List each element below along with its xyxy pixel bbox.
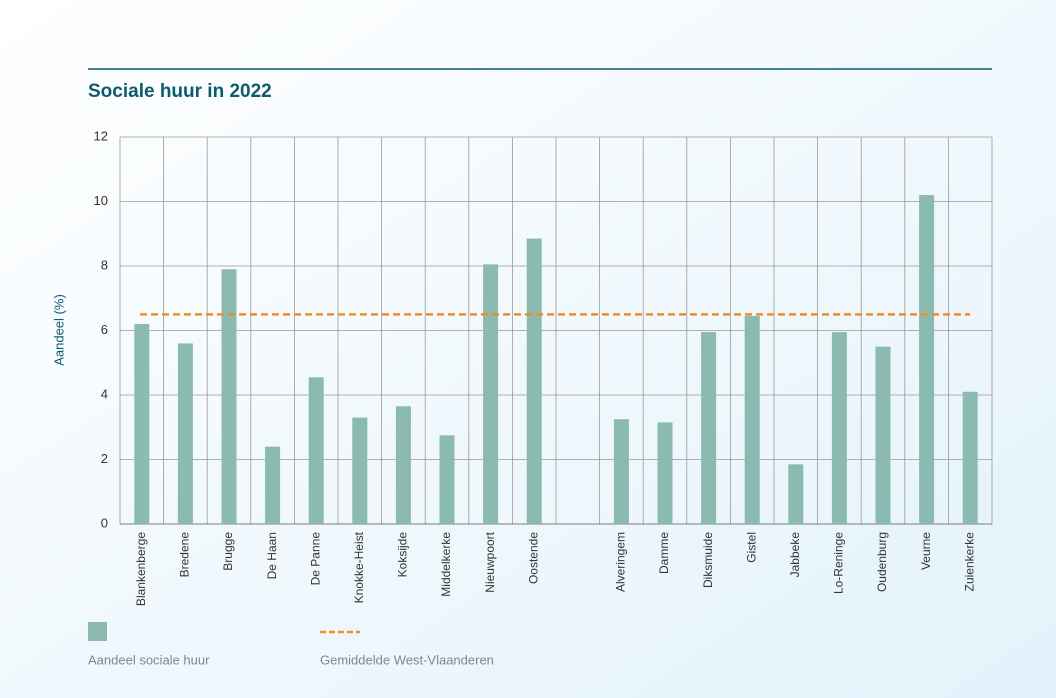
bar: [788, 464, 804, 524]
x-tick-label: Knokke-Heist: [352, 531, 366, 603]
x-tick-label: Gistel: [744, 532, 758, 563]
bar: [613, 419, 629, 524]
bar: [439, 435, 455, 524]
x-tick-label: Koksijde: [396, 532, 410, 578]
y-tick-label: 8: [101, 257, 108, 272]
bar: [221, 269, 237, 524]
x-tick-label: Brugge: [221, 532, 235, 571]
y-tick-label: 12: [94, 128, 108, 143]
x-tick-label: Lo-Reninge: [832, 532, 846, 594]
x-tick-label: Blankenberge: [134, 532, 148, 606]
x-tick-label: Oostende: [526, 532, 540, 584]
x-tick-label: Veurne: [919, 532, 933, 570]
bar: [919, 195, 935, 525]
legend-label: Aandeel sociale huur: [88, 652, 210, 667]
bar: [177, 343, 193, 524]
x-tick-label: Middelkerke: [439, 532, 453, 597]
y-tick-label: 2: [101, 451, 108, 466]
bar: [134, 324, 150, 524]
x-tick-label: Bredene: [178, 532, 192, 578]
bar: [657, 422, 673, 524]
chart-title: Sociale huur in 2022: [88, 81, 272, 102]
x-tick-label: Diksmuide: [701, 532, 715, 588]
x-tick-label: Alveringem: [614, 532, 628, 592]
x-tick-label: Zuienkerke: [962, 532, 976, 592]
bar: [308, 377, 324, 524]
x-tick-label: Jabbeke: [788, 532, 802, 578]
y-tick-label: 4: [101, 386, 108, 401]
y-tick-label: 6: [101, 322, 108, 337]
bar: [526, 238, 542, 524]
legend-label: Gemiddelde West-Vlaanderen: [320, 652, 494, 667]
bar: [483, 264, 499, 524]
bar: [265, 446, 281, 524]
x-tick-label: Nieuwpoort: [483, 531, 497, 592]
y-tick-label: 0: [101, 515, 108, 530]
y-tick-label: 10: [94, 193, 108, 208]
y-axis-label: Aandeel (%): [51, 294, 66, 366]
x-tick-label: Oudenburg: [875, 532, 889, 592]
bar: [352, 417, 368, 524]
x-tick-label: Damme: [657, 532, 671, 574]
bar: [831, 332, 847, 524]
bar: [744, 315, 760, 524]
x-tick-label: De Panne: [308, 532, 322, 586]
legend-swatch: [88, 622, 107, 641]
bar: [395, 406, 411, 524]
bar: [701, 332, 717, 524]
bar: [962, 391, 978, 524]
bar: [875, 346, 891, 524]
x-tick-label: De Haan: [265, 532, 279, 579]
